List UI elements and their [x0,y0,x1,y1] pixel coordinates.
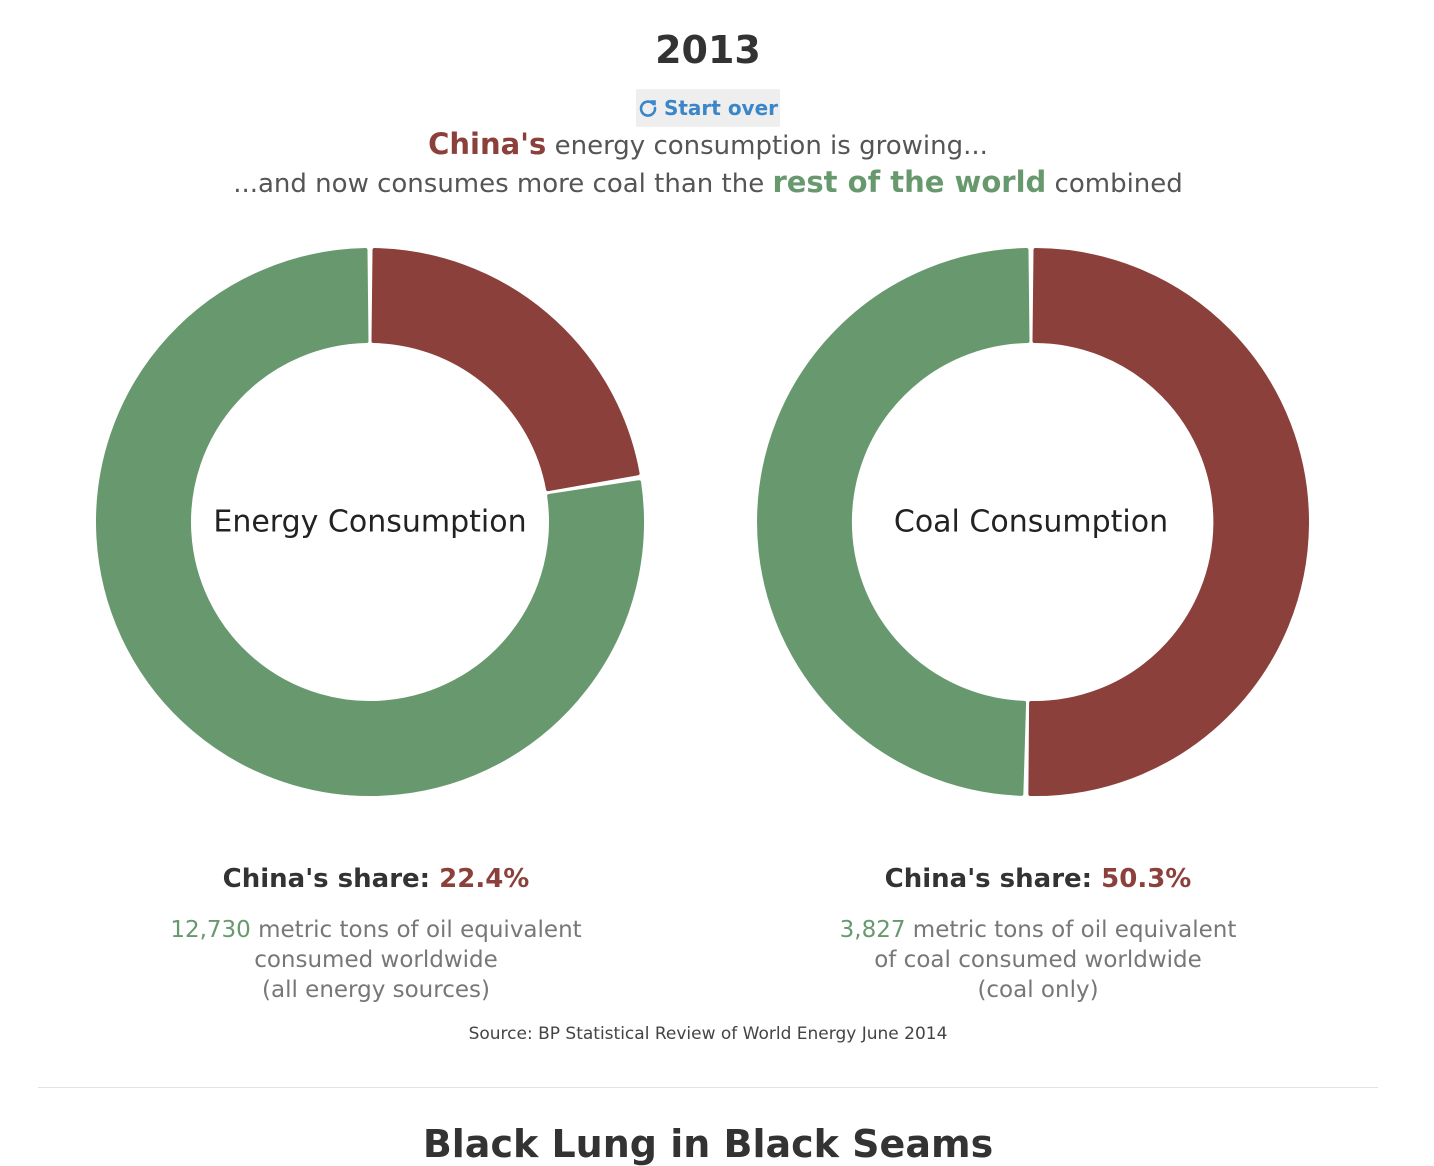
subtitle-line-2-end: combined [1046,169,1183,199]
coal-note-line-1: 3,827 metric tons of oil equivalent [758,915,1318,945]
start-over-label: Start over [663,96,779,120]
year-title: 2013 [655,28,761,72]
next-section-heading: Black Lung in Black Seams [422,1122,994,1166]
energy-share-value: 22.4% [439,864,530,894]
refresh-icon [639,100,657,117]
coal-total-value: 3,827 [839,917,906,943]
coal-share-value: 50.3% [1101,864,1192,894]
coal-total-note: 3,827 metric tons of oil equivalent of c… [758,915,1318,1005]
energy-china-share: China's share: 22.4% [96,864,656,894]
slice-rest-of-world [96,248,644,797]
energy-consumption-donut-chart: Energy Consumption [96,248,644,797]
subtitle-china-highlight: China's [428,127,547,161]
coal-note-line-3: (coal only) [977,977,1099,1003]
section-divider [38,1087,1378,1088]
energy-total-note: 12,730 metric tons of oil equivalent con… [96,915,656,1005]
slice-china [1028,248,1309,797]
slice-china [371,248,640,492]
coal-consumption-donut-chart: Coal Consumption [757,248,1309,797]
subtitle-rest-of-world-highlight: rest of the world [772,165,1047,199]
energy-consumption-center-label: Energy Consumption [213,505,526,540]
coal-consumption-center-label: Coal Consumption [894,505,1168,540]
energy-note-line-3: (all energy sources) [262,977,490,1003]
coal-consumption-slices [757,248,1309,797]
coal-note-unit: metric tons of oil equivalent [905,917,1237,943]
energy-consumption-slices [96,248,644,797]
energy-note-unit: metric tons of oil equivalent [250,917,582,943]
start-over-button[interactable]: Start over [636,89,780,127]
coal-note-line-2: of coal consumed worldwide [874,947,1202,973]
subtitle-line-2: ...and now consumes more coal than the r… [0,165,1416,199]
energy-note-line-2: consumed worldwide [254,947,498,973]
subtitle-line-1-text: energy consumption is growing... [546,131,988,161]
subtitle-line-2-start: ...and now consumes more coal than the [233,169,773,199]
source-note: Source: BP Statistical Review of World E… [468,1024,948,1044]
coal-china-share: China's share: 50.3% [758,864,1318,894]
coal-share-label: China's share: [884,864,1093,894]
energy-note-line-1: 12,730 metric tons of oil equivalent [96,915,656,945]
energy-total-value: 12,730 [170,917,251,943]
energy-share-label: China's share: [222,864,431,894]
slice-rest-of-world [757,248,1030,796]
subtitle-line-1: China's energy consumption is growing... [0,127,1416,161]
